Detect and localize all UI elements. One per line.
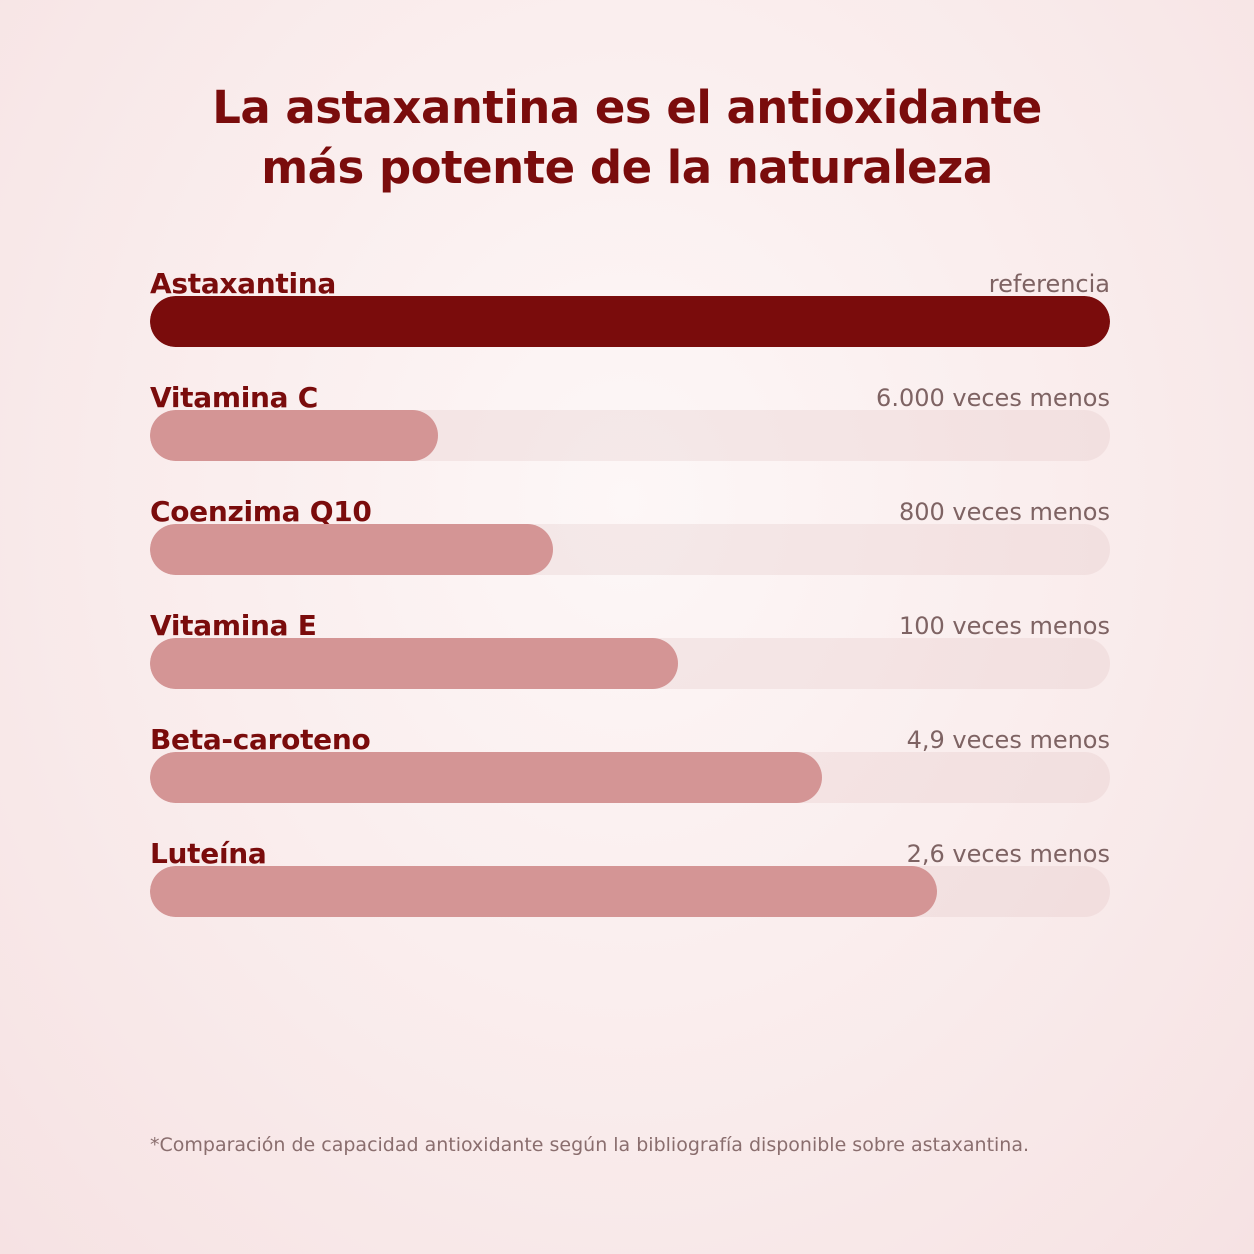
bar-value-label: 4,9 veces menos: [906, 726, 1110, 754]
bar-track: [150, 296, 1110, 347]
bar-track: [150, 866, 1110, 917]
bar-category-label: Beta-caroteno: [150, 723, 371, 756]
reference-bar: [150, 296, 1110, 347]
comparison-bar: [150, 752, 822, 803]
bar-track: [150, 752, 1110, 803]
bar-row: Coenzima Q10 800 veces menos: [150, 492, 1110, 576]
bar-category-label: Astaxantina: [150, 267, 337, 300]
bar-category-label: Coenzima Q10: [150, 495, 372, 528]
comparison-bar: [150, 410, 438, 461]
bar-row: Luteína 2,6 veces menos: [150, 834, 1110, 918]
bar-row: Vitamina E 100 veces menos: [150, 606, 1110, 690]
bar-track: [150, 524, 1110, 575]
bar-value-label: 6.000 veces menos: [876, 384, 1110, 412]
chart-title-line-1: La astaxantina es el antioxidante: [212, 81, 1042, 134]
bar-value-label: 800 veces menos: [898, 498, 1110, 526]
comparison-bar: [150, 524, 553, 575]
bar-value-label: referencia: [988, 270, 1110, 298]
bar-category-label: Vitamina C: [150, 381, 318, 414]
bar-row: Astaxantina referencia: [150, 264, 1110, 348]
comparison-bar: [150, 866, 937, 917]
footnote: *Comparación de capacidad antioxidante s…: [150, 1134, 1030, 1156]
bar-track: [150, 638, 1110, 689]
bar-track: [150, 410, 1110, 461]
bar-category-label: Vitamina E: [150, 609, 317, 642]
chart-title: La astaxantina es el antioxidante más po…: [0, 78, 1254, 198]
comparison-bar: [150, 638, 678, 689]
bar-row: Beta-caroteno 4,9 veces menos: [150, 720, 1110, 804]
bar-category-label: Luteína: [150, 837, 267, 870]
bar-row: Vitamina C 6.000 veces menos: [150, 378, 1110, 462]
bar-value-label: 100 veces menos: [898, 612, 1110, 640]
bar-value-label: 2,6 veces menos: [906, 840, 1110, 868]
chart-title-line-2: más potente de la naturaleza: [261, 141, 993, 194]
